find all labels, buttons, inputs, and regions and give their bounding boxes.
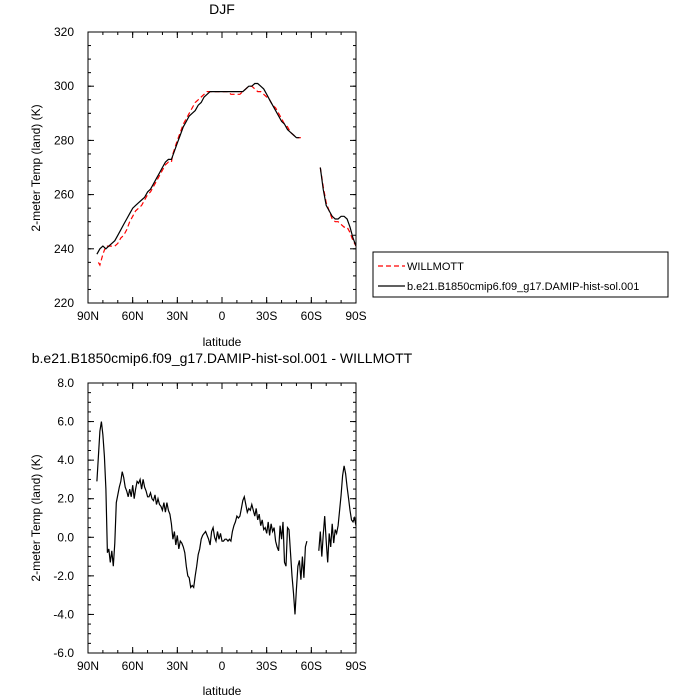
bottom-x-tick-label: 90S [345,659,366,673]
top-y-tick-label: 300 [54,79,74,93]
legend-box [372,251,669,298]
top-x-tick-label: 0 [219,309,226,323]
bottom-y-tick-label: -2.0 [53,569,74,583]
bottom-panel: b.e21.B1850cmip6.f09_g17.DAMIP-hist-sol.… [29,350,413,698]
top-y-axis-label: 2-meter Temp (land) (K) [29,104,43,231]
top-series-0-line-segment-1 [319,167,357,247]
legend-label-willmott: WILLMOTT [407,261,464,273]
bottom-chart-title: b.e21.B1850cmip6.f09_g17.DAMIP-hist-sol.… [32,350,413,366]
legend: WILLMOTT b.e21.B1850cmip6.f09_g17.DAMIP-… [372,251,669,298]
bottom-plot-frame [87,382,357,654]
top-y-tick-label: 280 [54,133,74,147]
top-plot-area: 90N 60N 30N 0 30S 60S 90S 220 240 260 280 300 320 [54,25,367,323]
bottom-y-tick-label: -4.0 [53,607,74,621]
top-chart-title: DJF [209,1,235,17]
top-series-1-line-segment-1 [319,167,357,247]
bottom-y-tick-label: 0.0 [57,530,74,544]
bottom-series-0-line-segment-0 [96,421,308,615]
bottom-y-tick-label: -6.0 [53,646,74,660]
bottom-y-axis-label: 2-meter Temp (land) (K) [29,454,43,581]
bottom-x-tick-label: 90N [77,659,99,673]
bottom-x-axis-label: latitude [203,684,242,698]
bottom-y-tick-label: 6.0 [57,415,74,429]
top-y-tick-label: 220 [54,296,74,310]
bottom-x-tick-label: 60N [122,659,144,673]
top-series-1-line-segment-0 [96,82,300,255]
top-x-tick-label: 60S [301,309,322,323]
top-y-tick-label: 320 [54,25,74,39]
top-x-tick-label: 90S [345,309,366,323]
bottom-series-0-line-segment-1 [318,465,357,563]
top-series-0-line-segment-0 [97,85,301,267]
bottom-y-tick-label: 8.0 [57,376,74,390]
top-x-tick-label: 30N [166,309,188,323]
top-plot-frame [87,31,357,304]
top-x-tick-label: 90N [77,309,99,323]
bottom-x-tick-label: 30N [166,659,188,673]
top-x-axis-label: latitude [203,335,242,349]
bottom-x-tick-label: 30S [256,659,277,673]
legend-label-model: b.e21.B1850cmip6.f09_g17.DAMIP-hist-sol.… [407,281,639,293]
bottom-plot-area: 90N 60N 30N 0 30S 60S 90S -6.0 -4.0 -2.0 0.0 2.0 4.0… [53,376,366,673]
bottom-x-tick-label: 60S [301,659,322,673]
top-x-tick-label: 30S [256,309,277,323]
bottom-x-tick-label: 0 [219,659,226,673]
bottom-y-tick-label: 2.0 [57,492,74,506]
top-panel: DJF 90N 60N 30N 0 30S 60S 90S 220 240 260 280 300 32… [29,1,669,349]
top-x-tick-label: 60N [122,309,144,323]
top-y-tick-label: 260 [54,188,74,202]
top-y-tick-label: 240 [54,242,74,256]
bottom-y-tick-label: 4.0 [57,453,74,467]
